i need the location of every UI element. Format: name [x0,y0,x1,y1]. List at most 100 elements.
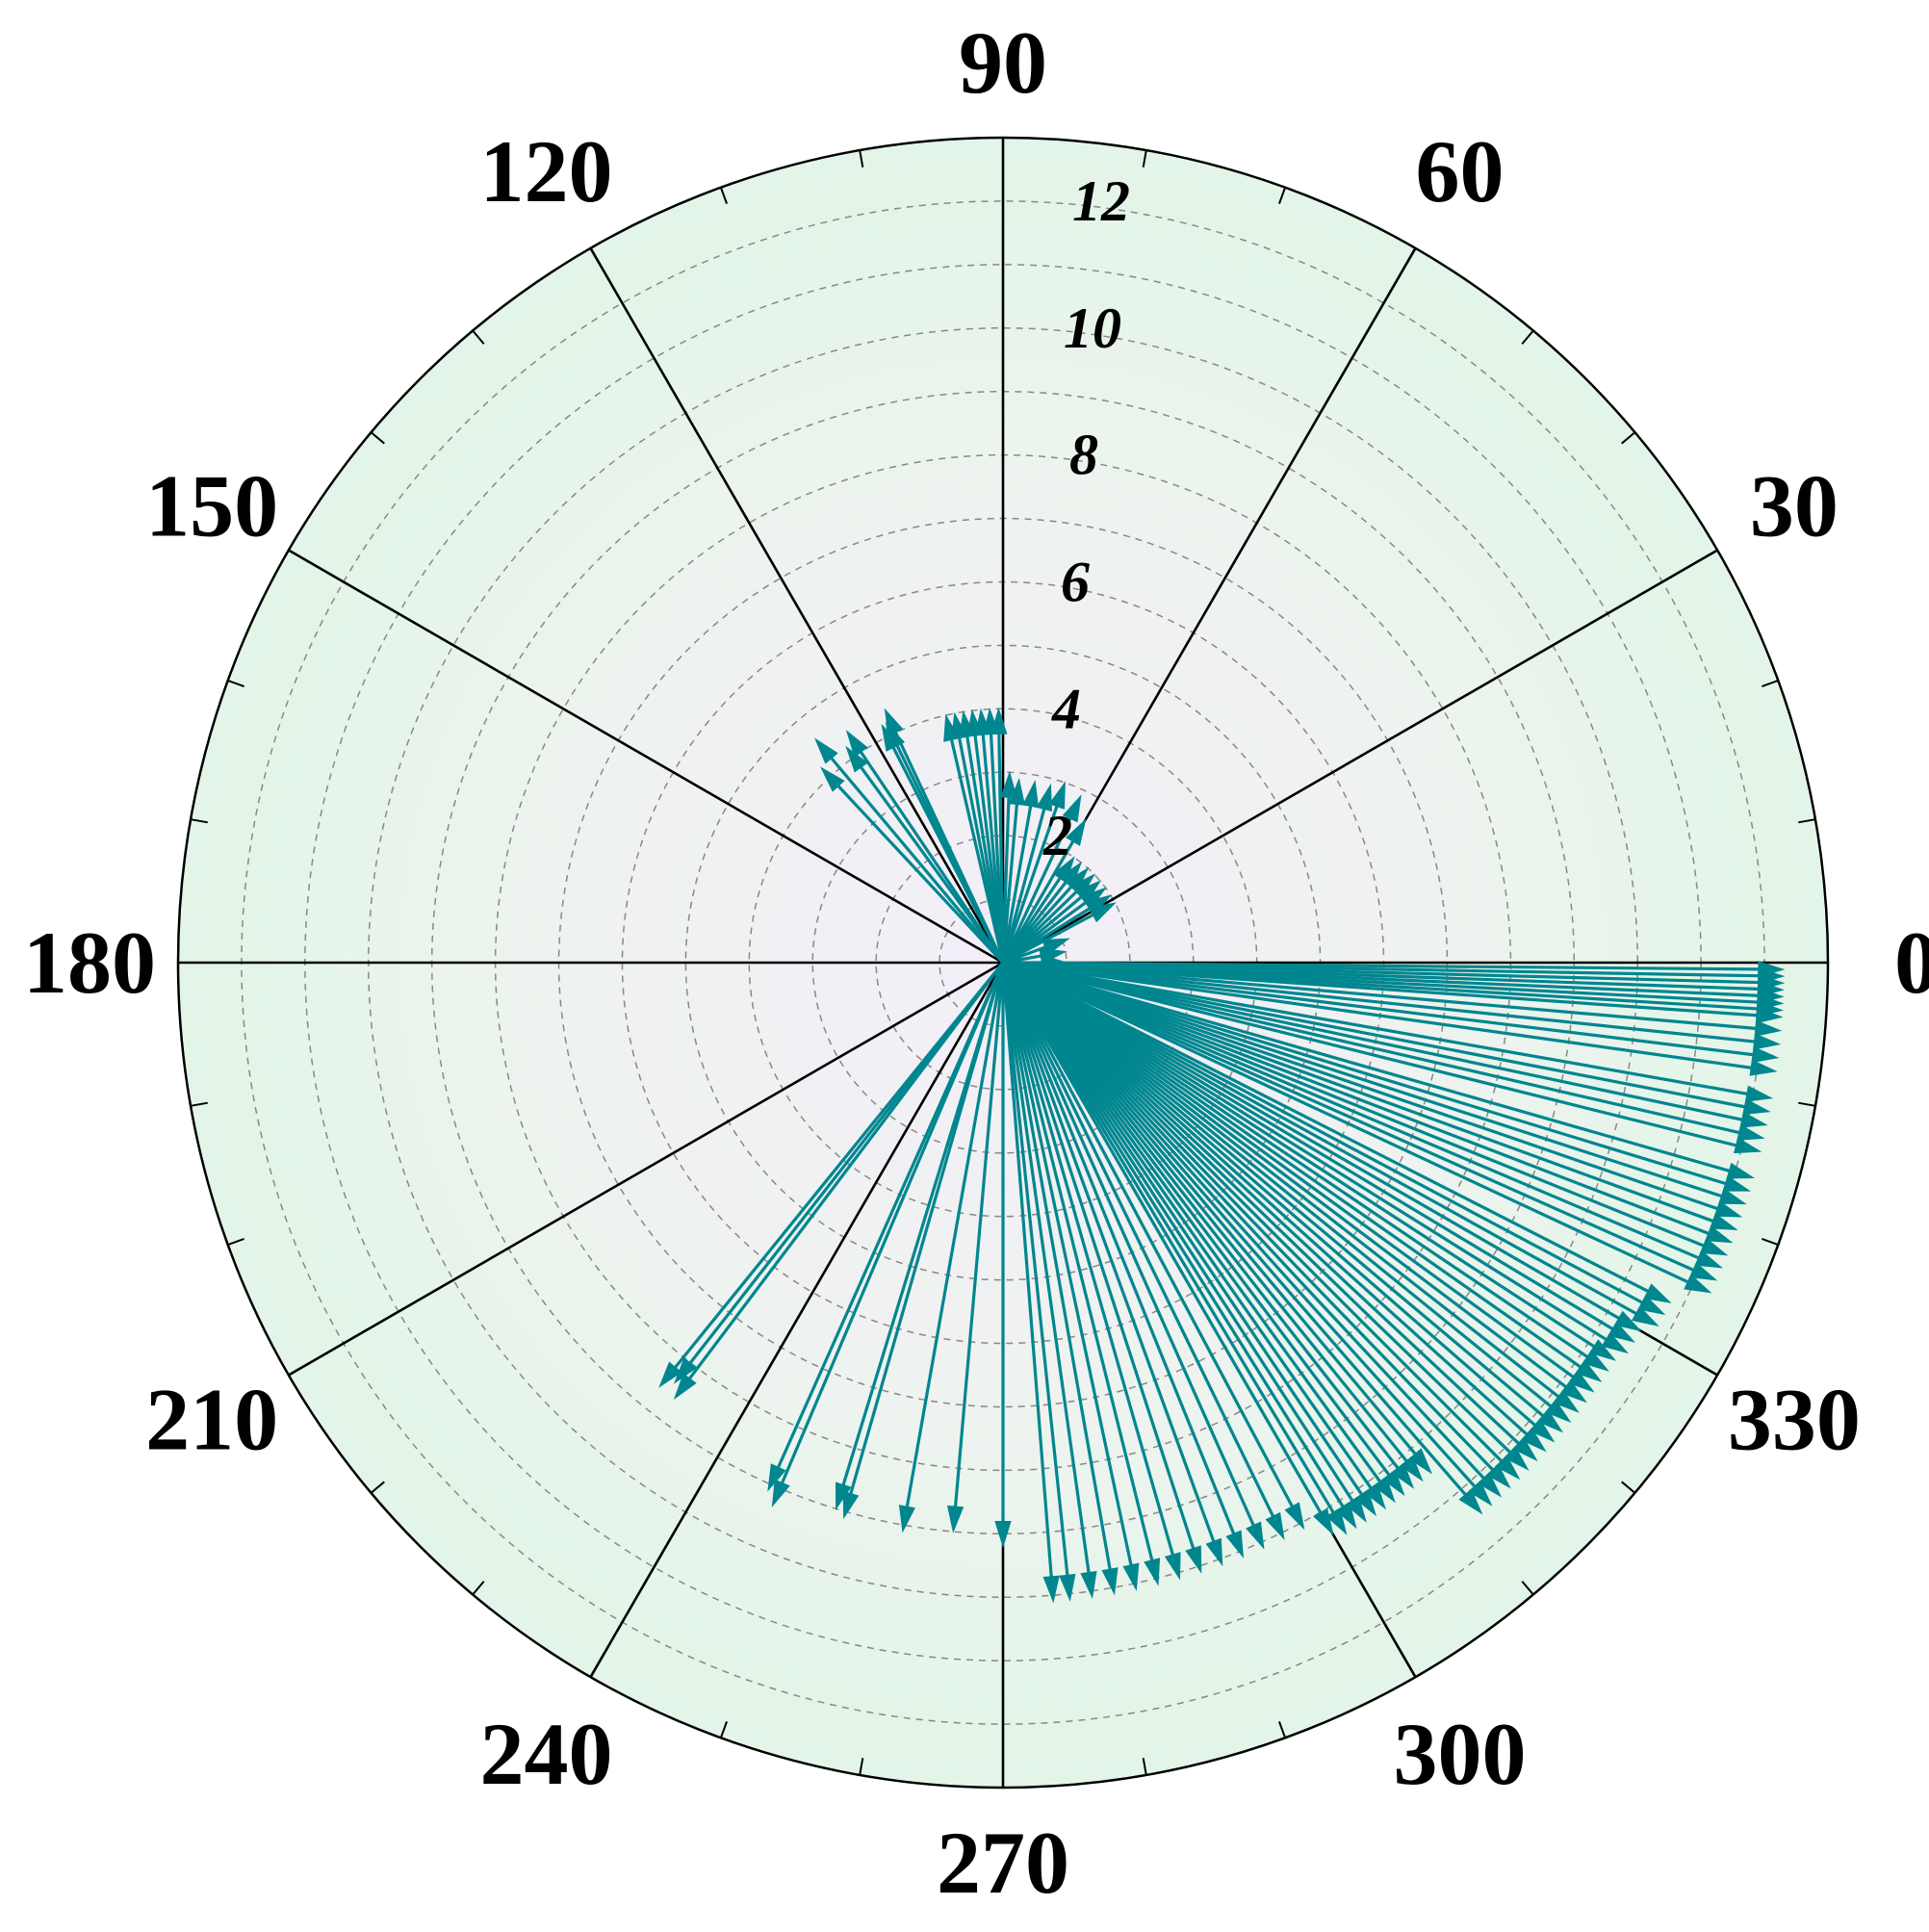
vector-shaft [674,961,1005,1369]
vector-shaft [1001,961,1552,1407]
vector-shaft [1002,961,1567,1388]
vector-arrowhead [1080,1570,1097,1600]
vector-arrowhead [1689,1262,1718,1281]
vector-arrowhead [1710,1213,1738,1230]
vector-arrowhead [813,737,838,764]
vector-shaft [1001,817,1072,964]
radial-tick-label: 8 [1069,424,1098,487]
vector-shaft [1002,961,1637,1315]
vector-arrowhead [1164,1552,1181,1581]
vector-arrowhead [1373,1476,1396,1504]
vector-shaft [1001,962,1154,1561]
vector-arrowhead [1613,1310,1642,1332]
vector-arrowhead [1567,1370,1595,1393]
vector-arrowhead [1736,1123,1765,1141]
vector-shaft [1001,962,1216,1542]
vector-shaft [1002,961,1694,1272]
vector-shaft [1001,962,1255,1527]
vector-shaft [1001,961,1417,1455]
vector-arrowhead [1553,1389,1580,1413]
vector-arrowhead [767,1463,786,1492]
vector-shaft [1002,961,1752,1069]
minor-tick [719,1721,728,1739]
vector-shaft [1001,961,1529,1436]
vector-arrowhead [881,723,902,752]
vector-shaft [1001,962,1112,1570]
vector-arrowhead [946,1505,964,1533]
spoke-150 [288,549,1004,965]
angle-tick-label: 60 [1416,122,1505,220]
vector-arrowhead [1354,1489,1377,1517]
angle-tick-label: 330 [1728,1371,1861,1469]
vector-shaft [1002,913,1094,965]
vector-arrowhead [1588,1339,1617,1361]
vector-arrowhead [1742,1098,1771,1116]
angle-tick-label: 300 [1394,1705,1527,1803]
vector-shaft [1002,961,1710,1235]
vector-arrowhead [1536,1408,1564,1433]
vector-shaft [1002,961,1700,1260]
vector-shaft [1002,961,1748,1095]
spoke-240 [589,962,1005,1678]
angle-tick-label: 180 [23,914,156,1012]
vector-arrowhead [1225,1530,1245,1558]
vector-shaft [1001,962,1069,1576]
minor-tick [227,1238,244,1247]
vector-arrowhead [1694,1249,1723,1269]
vector-arrowhead [1699,1237,1729,1256]
vector-shaft [1001,962,1294,1507]
vector-shaft [1002,961,1718,1211]
vector-arrowhead [1363,1482,1387,1510]
minor-tick [1278,187,1287,204]
radial-tick-label: 4 [1051,677,1081,740]
vector-arrowhead [845,730,868,758]
vector-arrowhead [994,1520,1012,1549]
vector-arrowhead [835,1481,852,1511]
vector-arrowhead [1643,1283,1672,1303]
minor-tick [719,187,728,204]
vector-arrowhead [673,1373,697,1401]
vector-arrowhead [1495,1455,1521,1481]
radial-tick-labels: 2 4 6 8 10 12 [1042,169,1130,867]
minor-tick [370,1481,385,1494]
vector-arrowhead [1754,1019,1783,1038]
vector-arrowhead [1408,1448,1433,1475]
vector-shaft [1001,962,1196,1550]
vector-shaft [1002,961,1736,1147]
vector-shaft [1002,961,1740,1135]
vector-shaft [905,962,1005,1507]
minor-tick [472,329,485,345]
vector-shaft [1001,962,1236,1534]
vector-arrowhead [1062,794,1082,823]
vector-arrowhead [1101,1567,1119,1596]
vector-shaft [1001,961,1485,1480]
vector-arrowhead [1485,1463,1511,1489]
vector-shaft [1001,961,1477,1488]
vector-arrowhead [1205,1537,1223,1567]
vector-shaft [1002,961,1559,1398]
vector-shaft [1001,962,1133,1566]
vector-arrowhead [845,745,868,773]
vector-shaft [1001,806,1033,964]
vector-shaft [1002,961,1582,1369]
vector-shaft [777,962,1005,1468]
minor-tick [190,818,208,824]
vector-arrowhead [1722,1175,1752,1192]
angle-tick-label: 210 [145,1371,278,1469]
vector-shaft [1002,961,1608,1341]
vector-arrowhead [820,766,845,792]
vector-shaft [1001,962,1354,1502]
vector-arrowhead [1008,777,1025,806]
vector-arrowhead [1608,1321,1635,1343]
minor-tick [472,1581,485,1596]
vector-arrowhead [1749,1059,1778,1076]
vector-shaft [1002,961,1575,1378]
vector-arrowhead [1048,781,1066,810]
vector-arrowhead [1088,902,1117,923]
minor-tick [370,431,385,445]
angular-spokes [178,138,1828,1788]
vector-arrowhead [1744,1085,1774,1102]
vector-shaft [1001,962,1053,1577]
vector-shaft [1002,961,1705,1248]
